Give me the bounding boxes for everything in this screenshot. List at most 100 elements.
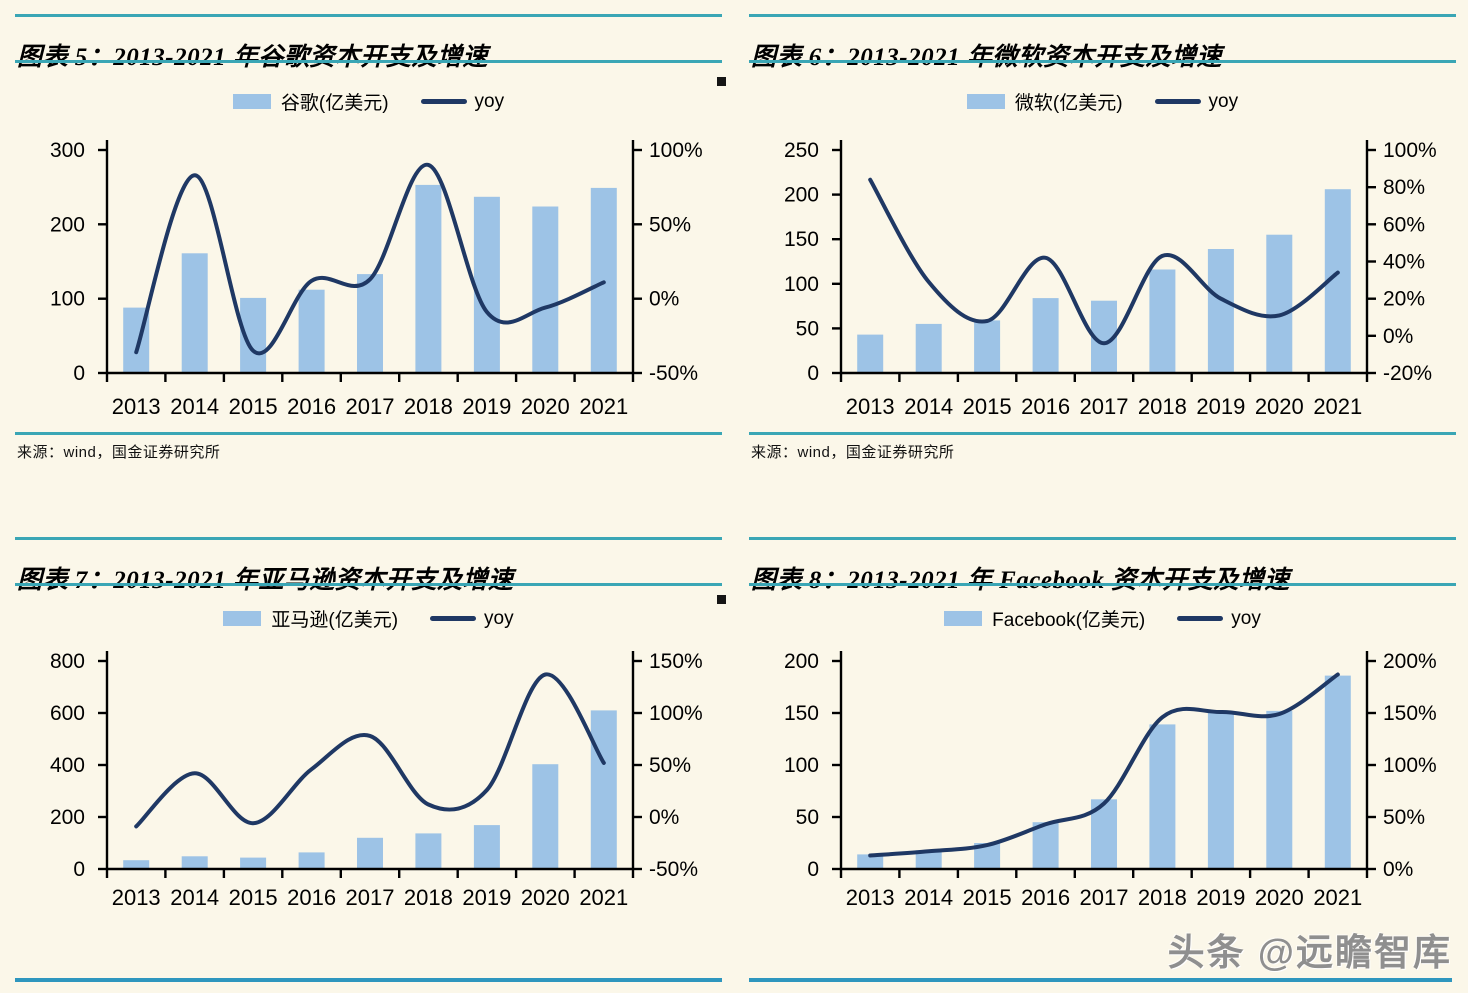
x-axis-label: 2017 [346,885,395,910]
bar-2016 [1032,822,1059,869]
right-axis-label: 50% [649,213,691,236]
left-axis-label: 800 [50,650,85,673]
left-axis-label: 200 [50,806,85,829]
amazon-capex-chart: 0 200 400 600 800 -50% 0% 50% 100% 150% 2013 2014 20… [50,650,703,910]
left-axis-label: 0 [807,362,819,385]
figure-title: 图表 6：2013-2021 年微软资本开支及增速 [751,43,1222,71]
left-axis-label: 250 [784,139,819,162]
right-axis-label: 20% [1383,288,1425,311]
left-axis-label: 100 [784,754,819,777]
x-axis-label: 2015 [963,394,1012,419]
figure-panel-amazon: 图表 7：2013-2021 年亚马逊资本开支及增速 亚马逊(亿美元) yoy … [15,537,722,929]
source-rule [15,432,722,435]
x-axis-label: 2013 [846,885,895,910]
figure-title: 图表 5：2013-2021 年谷歌资本开支及增速 [17,43,488,71]
bar-series-label: 谷歌(亿美元) [280,93,389,114]
x-axis-label: 2016 [1021,885,1070,910]
x-axis-label: 2021 [579,885,628,910]
chart-legend: 微软(亿美元) yoy [749,88,1456,115]
bar-2020 [532,764,559,869]
microsoft-capex-chart: 0 50 100 150 200 250 -20% 0% 20% 40% 60% 80% 100% 201… [784,139,1437,419]
title-rule-top [749,537,1456,540]
left-axis-label: 150 [784,702,819,725]
bar-2018 [1149,724,1176,869]
footer-rule-right [749,978,1452,982]
source-rule [749,432,1456,435]
right-axis-label: 50% [1383,806,1425,829]
facebook-capex-chart: 0 50 100 150 200 0% 50% 100% 150% 200% 2013 2014 201… [784,650,1437,910]
bar-2019 [1207,712,1234,869]
left-axis-label: 200 [50,213,85,236]
watermark: 头条 @远瞻智库 [1167,932,1452,973]
left-axis-label: 50 [796,806,819,829]
bar-2016 [1032,298,1059,373]
x-axis-label: 2019 [1196,885,1245,910]
x-axis-label: 2016 [1021,394,1070,419]
bar-2020 [1266,710,1293,869]
bullet-square-icon [717,595,726,604]
right-axis-label: 0% [1383,858,1413,881]
yoy-line [868,672,1340,858]
bar-2018 [415,833,442,869]
bullet-square-icon [717,77,726,86]
x-axis-label: 2021 [579,394,628,419]
bar-2020 [1266,234,1293,373]
x-axis-label: 2015 [963,885,1012,910]
x-axis-label: 2020 [521,885,570,910]
x-axis-label: 2015 [229,885,278,910]
bar-2015 [240,857,267,869]
right-axis-label: 100% [1383,139,1437,162]
figure-title: 图表 7：2013-2021 年亚马逊资本开支及增速 [17,566,514,594]
x-axis-label: 2021 [1313,394,1362,419]
title-rule-bottom [749,583,1456,586]
bar-2017 [357,837,383,869]
bar-2014 [181,253,208,373]
right-axis-label: 100% [1383,754,1437,777]
x-axis-label: 2018 [1138,394,1187,419]
yoy-line [134,672,606,829]
right-axis-label: -20% [1383,362,1432,385]
source-note: 来源：wind，国金证券研究所 [17,444,221,461]
yoy-line [868,177,1340,346]
x-axis-label: 2017 [346,394,395,419]
left-axis-label: 400 [50,754,85,777]
left-axis-label: 100 [50,288,85,311]
bar-2019 [473,196,500,373]
bar-2019 [1207,249,1234,373]
line-series-swatch [430,616,477,621]
right-axis-label: 150% [649,650,703,673]
bar-2021 [1324,675,1351,869]
figure-panel-facebook: 图表 8：2013-2021 年 Facebook 资本开支及增速 Facebo… [749,537,1456,929]
right-axis-label: 0% [1383,325,1413,348]
chart-legend: 谷歌(亿美元) yoy [15,88,722,115]
bar-2020 [532,206,559,373]
line-series-label: yoy [1231,607,1261,629]
bar-series-swatch [966,94,1005,109]
source-note: 来源：wind，国金证券研究所 [751,444,955,461]
left-axis-label: 200 [784,650,819,673]
figure-title: 图表 8：2013-2021 年 Facebook 资本开支及增速 [751,566,1290,594]
left-axis-label: 200 [784,184,819,207]
x-axis-label: 2017 [1080,394,1129,419]
x-axis-label: 2017 [1080,885,1129,910]
x-axis-label: 2018 [1138,885,1187,910]
left-axis-label: 0 [73,362,85,385]
line-series-swatch [1177,616,1224,621]
title-rule-bottom [15,60,722,63]
yoy-line [134,162,606,356]
x-axis-label: 2013 [112,394,161,419]
left-axis-label: 0 [73,858,85,881]
x-axis-label: 2014 [170,885,219,910]
bar-series-swatch [232,94,271,109]
bar-2016 [298,852,325,869]
bar-2015 [974,320,1001,373]
title-rule-bottom [15,583,722,586]
figure-panel-microsoft: 图表 6：2013-2021 年微软资本开支及增速 微软(亿美元) yoy 0 5… [749,14,1456,476]
title-rule-top [749,14,1456,17]
right-axis-label: -50% [649,362,698,385]
left-axis-label: 600 [50,702,85,725]
title-rule-bottom [749,60,1456,63]
right-axis-label: 60% [1383,213,1425,236]
chart-legend: 亚马逊(亿美元) yoy [15,605,722,632]
line-series-label: yoy [1208,90,1239,112]
